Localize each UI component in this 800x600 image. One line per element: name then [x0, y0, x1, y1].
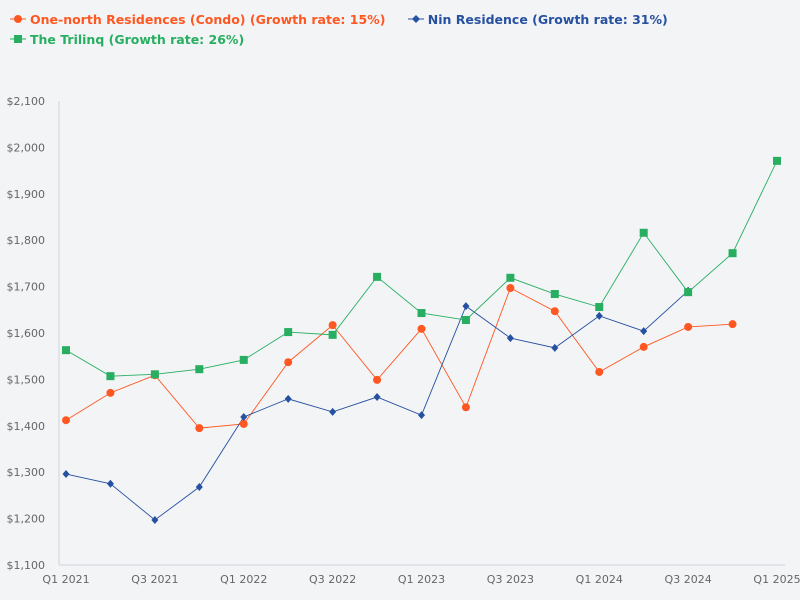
data-point[interactable] [106, 372, 115, 381]
data-point[interactable] [106, 479, 114, 488]
data-point[interactable] [195, 424, 204, 433]
series-line-1 [65, 290, 689, 521]
data-point[interactable] [461, 316, 470, 325]
data-point[interactable] [328, 330, 337, 339]
y-tick-label: $2,100 [7, 95, 46, 108]
data-point[interactable] [62, 470, 70, 479]
data-point[interactable] [239, 355, 248, 364]
data-point[interactable] [284, 358, 293, 367]
circle-marker-icon [10, 15, 26, 23]
data-point[interactable] [150, 370, 159, 379]
data-point[interactable] [773, 156, 781, 165]
legend-label: The Trilinq (Growth rate: 26%) [30, 31, 245, 47]
x-tick-label: Q1 2025 [753, 573, 800, 586]
x-tick-label: Q1 2023 [398, 573, 445, 586]
data-point[interactable] [639, 342, 648, 351]
x-tick-label: Q1 2024 [576, 573, 623, 586]
data-point[interactable] [728, 249, 737, 258]
square-marker-icon [10, 35, 26, 43]
data-point[interactable] [461, 403, 470, 412]
series-line-2 [65, 160, 778, 377]
diamond-marker-icon [407, 15, 424, 23]
data-point[interactable] [550, 290, 559, 299]
data-point[interactable] [328, 321, 337, 330]
data-point[interactable] [417, 324, 426, 333]
legend-item-trilinq[interactable]: The Trilinq (Growth rate: 26%) [10, 29, 244, 49]
data-point[interactable] [728, 320, 737, 329]
y-tick-label: $1,700 [7, 281, 46, 294]
data-point[interactable] [373, 272, 382, 281]
data-point[interactable] [595, 367, 604, 376]
x-tick-label: Q3 2022 [309, 573, 356, 586]
data-point[interactable] [506, 334, 514, 343]
data-point[interactable] [595, 311, 603, 320]
data-point[interactable] [62, 346, 70, 355]
data-point[interactable] [151, 515, 159, 524]
legend-item-one-north[interactable]: One-north Residences (Condo) (Growth rat… [10, 9, 385, 29]
data-point[interactable] [195, 483, 203, 492]
legend-label: One-north Residences (Condo) (Growth rat… [30, 11, 386, 27]
x-tick-label: Q3 2023 [487, 573, 534, 586]
y-tick-label: $1,300 [7, 466, 46, 479]
x-tick-label: Q1 2022 [220, 573, 267, 586]
y-tick-label: $1,600 [7, 327, 46, 340]
data-point[interactable] [684, 288, 693, 297]
data-point[interactable] [595, 303, 604, 312]
y-tick-label: $1,500 [7, 373, 46, 386]
y-tick-label: $1,100 [7, 559, 46, 572]
data-point[interactable] [239, 419, 248, 428]
legend-label: Nin Residence (Growth rate: 31%) [427, 11, 668, 27]
data-point[interactable] [417, 309, 426, 318]
data-point[interactable] [284, 328, 293, 337]
x-tick-label: Q3 2021 [131, 573, 178, 586]
data-point[interactable] [506, 273, 515, 282]
y-tick-label: $1,200 [7, 513, 46, 526]
data-point[interactable] [329, 407, 337, 416]
legend: One-north Residences (Condo) (Growth rat… [10, 9, 710, 49]
data-point[interactable] [373, 393, 381, 402]
data-point[interactable] [684, 322, 693, 331]
x-tick-label: Q1 2021 [42, 573, 89, 586]
y-tick-label: $1,800 [7, 234, 46, 247]
series-line-0 [65, 287, 733, 429]
data-point[interactable] [418, 411, 425, 420]
data-point[interactable] [639, 228, 648, 237]
data-point[interactable] [462, 302, 470, 311]
legend-item-nin-residence[interactable]: Nin Residence (Growth rate: 31%) [407, 9, 668, 29]
data-point[interactable] [640, 327, 648, 336]
y-tick-label: $2,000 [7, 141, 46, 154]
y-tick-label: $1,900 [7, 188, 46, 201]
x-tick-label: Q3 2024 [665, 573, 712, 586]
data-point[interactable] [62, 416, 70, 425]
data-point[interactable] [240, 412, 248, 421]
data-point[interactable] [550, 307, 559, 316]
data-point[interactable] [506, 283, 515, 292]
y-tick-label: $1,400 [7, 420, 46, 433]
data-point[interactable] [551, 343, 559, 352]
data-point[interactable] [106, 388, 115, 397]
data-point[interactable] [284, 394, 292, 403]
data-point[interactable] [373, 375, 382, 384]
data-point[interactable] [195, 365, 204, 374]
